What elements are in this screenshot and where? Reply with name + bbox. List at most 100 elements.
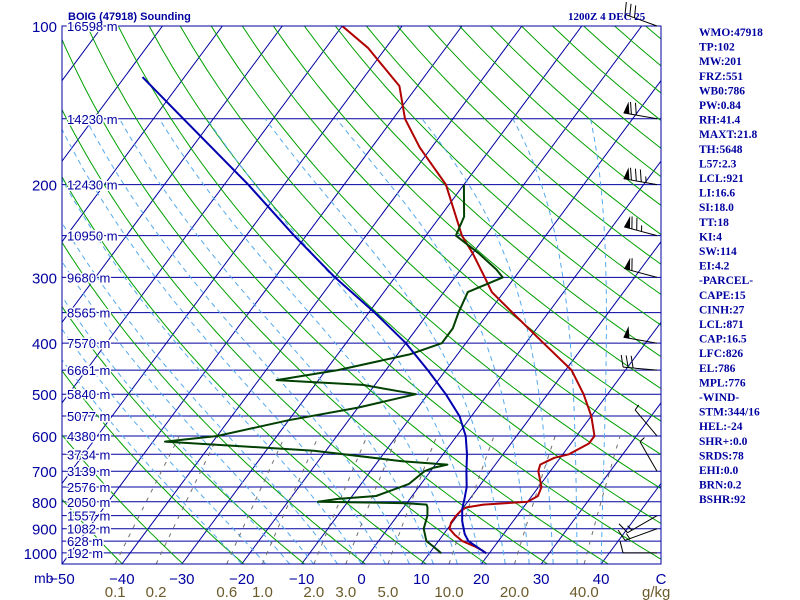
isotherm-line xyxy=(62,26,223,243)
dry-adiabat xyxy=(148,26,661,525)
index-item: EI:4.2 xyxy=(699,261,730,273)
mixing-ratio-tick-label: 2.0 xyxy=(303,584,324,600)
barb-pennant xyxy=(623,167,630,180)
dry-adiabat xyxy=(272,26,661,390)
barb-flag xyxy=(619,540,624,553)
wind-barb xyxy=(639,437,658,472)
height-label: 3734 m xyxy=(67,447,110,462)
observation-time: 1200Z 4 DEC 25 xyxy=(568,11,646,23)
barb-staff xyxy=(624,226,658,237)
height-label: 3139 m xyxy=(67,464,110,479)
mixing-ratio-tick-label: 0.2 xyxy=(146,584,167,600)
index-item: PW:0.84 xyxy=(699,100,741,112)
mixing-ratio-tick-label: 0.6 xyxy=(216,584,237,600)
dry-adiabat xyxy=(397,26,661,265)
barb-staff xyxy=(624,528,658,541)
barb-flag xyxy=(639,169,642,182)
pressure-label: 700 xyxy=(32,464,57,481)
height-label: 1082 m xyxy=(67,522,110,537)
isotherm-line xyxy=(62,26,403,485)
barb-pennant xyxy=(623,325,630,339)
height-label: 9680 m xyxy=(67,270,110,285)
barb-flag xyxy=(618,523,628,533)
isotherm-line xyxy=(62,26,343,404)
temperature-unit-label: C xyxy=(656,571,667,588)
index-item: SRDS:78 xyxy=(699,450,744,462)
moist-adiabat xyxy=(421,118,554,564)
pressure-label: 400 xyxy=(32,336,57,353)
temperature-tick-label: 0 xyxy=(357,571,365,588)
indices-panel: WMO:47918 TP:102 MW:201 FRZ:551 WB0:786 PW:0.… xyxy=(699,27,763,506)
index-item: SW:114 xyxy=(699,246,737,258)
index-item: L57:2.3 xyxy=(699,158,737,170)
moist-adiabat xyxy=(158,118,458,564)
isotherm-line xyxy=(181,26,583,564)
mixing-ratio-line xyxy=(114,435,180,564)
barb-half-flag xyxy=(625,533,631,539)
station-title: BOIG (47918) Sounding xyxy=(68,11,191,23)
index-item: TH:5648 xyxy=(699,144,743,156)
mixing-ratio-tick-label: 40.0 xyxy=(570,584,599,600)
isotherm-line xyxy=(62,26,283,324)
temperature-profile-line xyxy=(341,26,596,555)
temperature-tick-label: −10 xyxy=(289,571,314,588)
isotherm-line xyxy=(241,26,643,564)
index-item: RH:41.4 xyxy=(699,115,740,127)
barb-flag xyxy=(629,3,632,17)
index-item: SI:18.0 xyxy=(699,202,734,214)
barb-flag xyxy=(630,355,634,369)
wind-barb xyxy=(623,101,658,120)
isotherm-line xyxy=(62,26,463,564)
isotherm-line xyxy=(121,26,523,564)
height-label: 2050 m xyxy=(67,495,110,510)
dry-adiabat xyxy=(62,38,548,564)
barb-staff xyxy=(624,268,658,278)
mixing-ratio-line xyxy=(226,435,286,564)
index-item: WB0:786 xyxy=(699,85,745,97)
height-label: 14230 m xyxy=(67,112,118,127)
index-item: BSHR:92 xyxy=(699,494,746,506)
isotherm-line xyxy=(540,402,661,564)
dry-adiabat xyxy=(62,108,488,564)
mixing-ratio-tick-label: 20.0 xyxy=(500,584,529,600)
moist-adiabat xyxy=(62,328,267,564)
index-item: MW:201 xyxy=(699,56,742,68)
barb-half-flag xyxy=(634,404,640,411)
mixing-ratio-line xyxy=(155,435,219,564)
dry-adiabat xyxy=(62,305,305,564)
index-item: MPL:776 xyxy=(699,377,746,389)
dry-adiabat xyxy=(62,369,245,564)
index-item: TP:102 xyxy=(699,42,735,54)
moist-adiabat xyxy=(590,118,607,564)
barb-flag xyxy=(630,167,632,181)
moist-adiabat xyxy=(512,118,578,564)
wind-barb xyxy=(624,216,658,237)
index-item: CAPE:15 xyxy=(699,290,746,302)
barb-pennant xyxy=(624,257,631,271)
barb-flag xyxy=(624,2,627,15)
mixing-ratio-tick-label: 0.1 xyxy=(105,584,126,600)
height-label: 192 m xyxy=(67,546,103,561)
index-item: LCL:871 xyxy=(699,319,744,331)
temperature-tick-label: 10 xyxy=(413,571,430,588)
height-label: 12430 m xyxy=(67,178,118,193)
temperature-tick-label: −30 xyxy=(169,571,194,588)
plot-border xyxy=(61,25,662,565)
barb-staff xyxy=(639,441,658,472)
height-label: 2576 m xyxy=(67,480,110,495)
dry-adiabat xyxy=(366,26,661,296)
barb-flag xyxy=(633,5,637,18)
index-item: -PARCEL- xyxy=(699,275,753,287)
moist-adiabat xyxy=(62,178,362,564)
profile-curves xyxy=(141,26,596,555)
pressure-label: 900 xyxy=(32,522,57,539)
mixing-ratio-tick-label: 3.0 xyxy=(335,584,356,600)
dry-adiabat xyxy=(241,26,661,422)
wind-barb xyxy=(624,2,658,27)
index-item: LCL:921 xyxy=(699,173,744,185)
pressure-label: 800 xyxy=(32,495,57,512)
barb-flag xyxy=(630,101,632,115)
barb-staff xyxy=(627,515,658,534)
moist-adiabat xyxy=(85,118,410,564)
